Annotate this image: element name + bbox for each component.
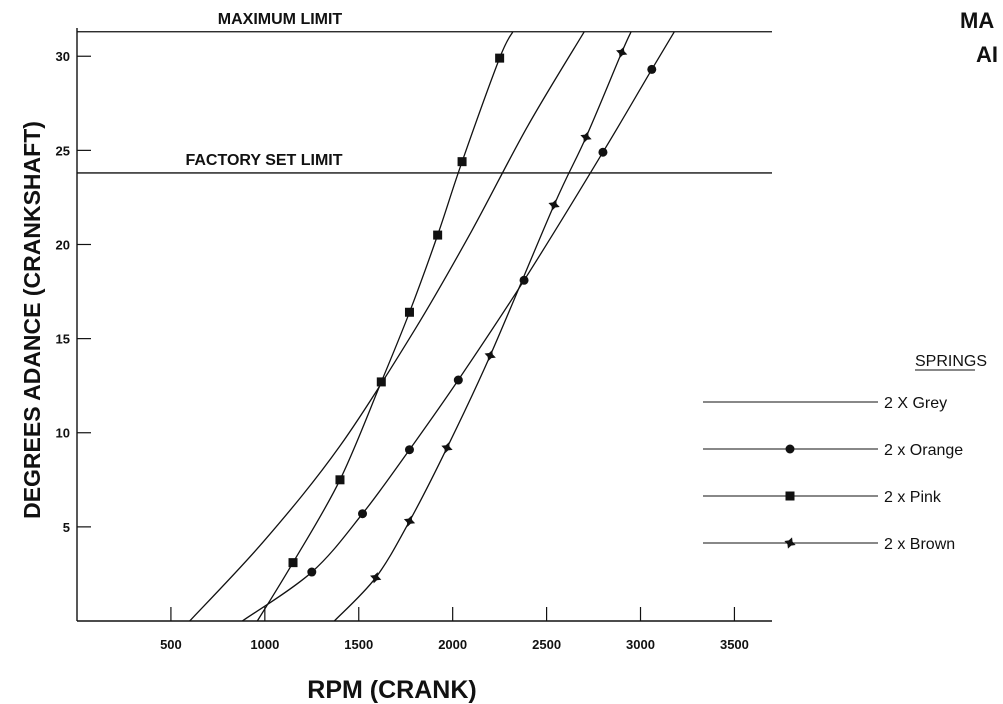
- x-tick-label: 1000: [250, 637, 279, 652]
- x-axis-title: RPM (CRANK): [307, 676, 476, 704]
- data-point-2-x-brown: [548, 199, 560, 211]
- corner-title-line-2: AI: [976, 42, 998, 67]
- y-tick-label: 20: [56, 237, 70, 252]
- axes: [76, 28, 772, 622]
- data-point-2-x-pink: [376, 377, 386, 387]
- data-point-2-x-pink: [404, 307, 414, 317]
- x-tick-label: 1500: [344, 637, 373, 652]
- data-point-2-x-brown: [616, 46, 628, 59]
- y-tick-label: 5: [63, 520, 70, 535]
- series-layer: [189, 31, 675, 622]
- data-point-2-x-pink: [433, 230, 443, 240]
- data-point-2-x-brown: [580, 131, 592, 143]
- data-point-2-x-orange: [453, 375, 463, 385]
- y-tick-label: 25: [56, 143, 70, 158]
- series-2-x-grey: [189, 31, 585, 622]
- reference-line-label: FACTORY SET LIMIT: [185, 152, 342, 169]
- series-line-2-x-brown: [333, 31, 632, 622]
- legend-label: 2 X Grey: [884, 395, 947, 412]
- legend-label: 2 x Pink: [884, 489, 942, 506]
- reference-lines: MAXIMUM LIMIT FACTORY SET LIMIT: [77, 11, 772, 174]
- y-tick-label: 30: [56, 49, 70, 64]
- data-point-2-x-pink: [335, 475, 345, 485]
- legend-marker-2-x-brown: [784, 537, 796, 549]
- data-point-2-x-orange: [404, 445, 414, 455]
- legend-title: SPRINGS: [915, 353, 987, 370]
- data-point-2-x-brown: [484, 349, 496, 362]
- y-axis-title: DEGREES ADANCE (CRANKSHAFT): [19, 121, 45, 519]
- legend: SPRINGS 2 X Grey 2 x Orange 2 x Pink 2 x Bro…: [703, 353, 987, 553]
- data-point-2-x-orange: [647, 64, 657, 74]
- legend-item-2-x-orange: 2 x Orange: [703, 442, 963, 459]
- series-line-2-x-grey: [189, 31, 585, 622]
- legend-marker-2-x-pink: [785, 491, 795, 501]
- legend-marker-2-x-orange: [785, 444, 795, 454]
- x-tick-label: 3000: [626, 637, 655, 652]
- data-point-2-x-pink: [457, 157, 467, 167]
- series-line-2-x-pink: [256, 31, 514, 622]
- corner-title-line-1: MA: [960, 8, 994, 33]
- legend-item-2-x-grey: 2 X Grey: [703, 395, 947, 412]
- series-2-x-orange: [241, 31, 675, 622]
- legend-item-2-x-pink: 2 x Pink: [703, 489, 942, 506]
- x-tick-label: 500: [160, 637, 182, 652]
- data-point-2-x-brown: [441, 442, 453, 454]
- x-tick-label: 2000: [438, 637, 467, 652]
- legend-label: 2 x Orange: [884, 442, 963, 459]
- y-tick-label: 10: [56, 426, 70, 441]
- axis-ticks: 500 1000 1500 2000 2500 3000 3500 5 10 15 20 25 30: [56, 49, 749, 652]
- y-tick-label: 15: [56, 332, 70, 347]
- data-point-2-x-pink: [495, 53, 505, 63]
- series-2-x-brown: [333, 31, 632, 622]
- series-2-x-pink: [256, 31, 514, 622]
- data-point-2-x-brown: [403, 515, 416, 527]
- data-point-2-x-brown: [370, 572, 382, 584]
- x-tick-label: 2500: [532, 637, 561, 652]
- data-point-2-x-orange: [307, 567, 317, 577]
- reference-line-label: MAXIMUM LIMIT: [218, 11, 343, 28]
- data-point-2-x-orange: [598, 147, 608, 157]
- series-line-2-x-orange: [241, 31, 675, 622]
- legend-label: 2 x Brown: [884, 536, 955, 553]
- legend-item-2-x-brown: 2 x Brown: [703, 536, 955, 553]
- data-point-2-x-pink: [288, 558, 298, 568]
- x-tick-label: 3500: [720, 637, 749, 652]
- data-point-2-x-orange: [358, 509, 368, 519]
